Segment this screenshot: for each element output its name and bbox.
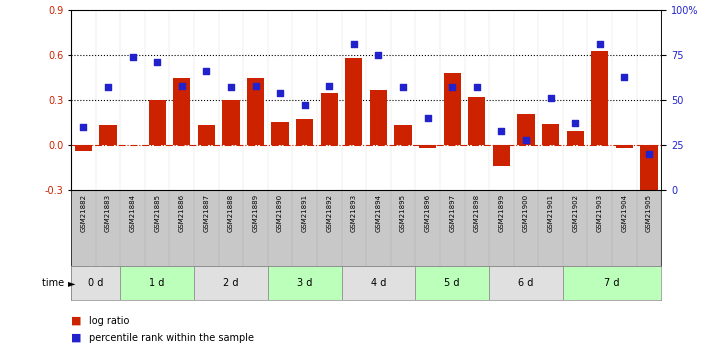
Point [570,121,581,126]
Bar [419,145,437,148]
Point [201,69,212,74]
Bar [518,114,535,145]
Text: GSM21894: GSM21894 [375,194,382,231]
Point [250,83,261,88]
Bar [641,145,658,208]
Text: GSM21902: GSM21902 [572,194,578,231]
Point [520,137,532,142]
Text: 0 d: 0 d [88,278,103,288]
Text: GSM21884: GSM21884 [129,194,136,231]
Bar [616,145,633,148]
Text: GSM21896: GSM21896 [424,194,431,232]
Bar [395,126,412,145]
Bar [272,122,289,145]
Text: GSM21888: GSM21888 [228,194,234,232]
Point [594,42,606,47]
Text: GSM21904: GSM21904 [621,194,627,231]
Point [102,85,114,90]
Bar [444,73,461,145]
Text: 1 d: 1 d [149,278,165,288]
Bar [346,58,363,145]
Point [324,83,335,88]
Point [619,74,630,79]
Text: ►: ► [68,278,75,288]
Bar [173,78,191,145]
Text: GSM21882: GSM21882 [80,194,87,231]
Bar [149,100,166,145]
Text: GSM21898: GSM21898 [474,194,480,232]
Point [422,115,433,121]
Bar [194,266,268,300]
Text: GSM21895: GSM21895 [400,194,406,231]
Point [274,90,286,96]
Point [447,85,458,90]
Bar [100,126,117,145]
Text: GSM21887: GSM21887 [203,194,209,232]
Bar [120,266,194,300]
Point [348,42,360,47]
Text: percentile rank within the sample: percentile rank within the sample [89,333,254,343]
Point [643,151,655,157]
Bar [469,97,486,145]
Text: GSM21900: GSM21900 [523,194,529,232]
Bar [591,51,609,145]
Point [471,85,483,90]
Bar [489,266,563,300]
Text: GSM21883: GSM21883 [105,194,111,232]
Bar [567,131,584,145]
Bar [247,78,264,145]
Text: 6 d: 6 d [518,278,534,288]
Text: GSM21905: GSM21905 [646,194,652,231]
Bar [370,90,387,145]
Text: log ratio: log ratio [89,316,129,326]
Point [176,83,188,88]
Bar [493,145,510,166]
Point [496,128,507,133]
Text: 4 d: 4 d [370,278,386,288]
Text: 2 d: 2 d [223,278,239,288]
Text: 5 d: 5 d [444,278,460,288]
Bar [542,124,559,145]
Text: GSM21901: GSM21901 [547,194,554,232]
Text: 3 d: 3 d [297,278,312,288]
Bar [563,266,661,300]
Point [151,60,163,65]
Text: GSM21893: GSM21893 [351,194,357,232]
Text: GSM21889: GSM21889 [252,194,259,232]
Text: GSM21891: GSM21891 [301,194,308,232]
Text: GSM21886: GSM21886 [178,194,185,232]
Point [77,124,89,130]
Bar [71,266,120,300]
Bar [296,119,314,145]
Bar [415,266,489,300]
Bar [268,266,341,300]
Bar [341,266,415,300]
Text: GSM21885: GSM21885 [154,194,160,231]
Point [299,103,311,108]
Text: GSM21890: GSM21890 [277,194,283,232]
Text: GSM21897: GSM21897 [449,194,455,232]
Text: ■: ■ [71,333,85,343]
Text: ■: ■ [71,316,85,326]
Text: GSM21903: GSM21903 [597,194,603,232]
Point [397,85,409,90]
Point [545,96,556,101]
Text: GSM21899: GSM21899 [498,194,504,232]
Bar [223,100,240,145]
Point [225,85,237,90]
Bar [75,145,92,151]
Text: 7 d: 7 d [604,278,620,288]
Bar [198,126,215,145]
Text: GSM21892: GSM21892 [326,194,332,231]
Bar [321,92,338,145]
Point [373,52,384,58]
Text: time: time [42,278,68,288]
Point [127,54,138,60]
